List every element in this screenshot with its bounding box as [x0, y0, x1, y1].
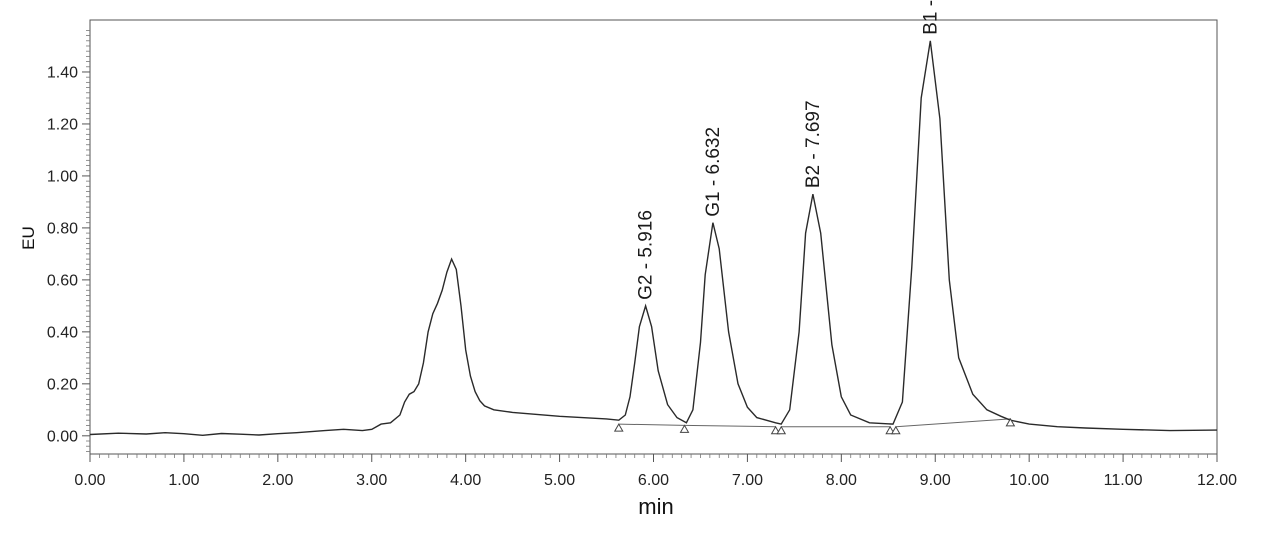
y-tick-label: 0.40: [47, 324, 78, 341]
x-axis: 0.00 1.00 2.00 3.00 4.00 5.00 6.00 7.00 8.00 9.00…: [74, 454, 1237, 489]
integration-marker: [776, 425, 787, 435]
x-tick-label: 8.00: [826, 472, 857, 489]
integration-markers: [613, 417, 1016, 435]
y-axis: 0.00 0.20 0.40 0.60 0.80 1.00 1.20 1.40: [47, 29, 90, 452]
x-tick-label: 5.00: [544, 472, 575, 489]
x-tick-label: 9.00: [920, 472, 951, 489]
peak-label: B1 - 8.947: [920, 0, 941, 35]
y-axis-title: EU: [19, 226, 38, 250]
x-tick-label: 10.00: [1009, 472, 1049, 489]
integration-marker: [1005, 417, 1016, 427]
x-tick-label: 12.00: [1197, 472, 1237, 489]
baseline-segment: [895, 418, 1011, 428]
y-tick-label: 1.20: [47, 116, 78, 133]
signal-trace: [89, 40, 1218, 437]
integration-marker: [770, 425, 781, 435]
x-tick-label: 11.00: [1104, 472, 1143, 489]
x-tick-label: 2.00: [262, 472, 293, 489]
x-tick-label: 7.00: [732, 472, 763, 489]
y-tick-label: 1.00: [47, 168, 78, 185]
integration-marker: [679, 424, 690, 433]
baseline-segment: [684, 424, 776, 428]
integration-marker: [613, 423, 624, 432]
x-tick-label: 6.00: [638, 472, 669, 489]
y-tick-label: 1.40: [47, 64, 78, 81]
x-tick-label: 0.00: [74, 472, 105, 489]
y-tick-label: 0.80: [47, 220, 78, 237]
x-tick-label: 4.00: [450, 472, 481, 489]
x-axis-title: min: [638, 494, 673, 519]
peak-baselines: [618, 418, 1011, 428]
peak-label: G2 - 5.916: [636, 210, 657, 300]
y-tick-label: 0.60: [47, 272, 78, 289]
peak-label: G1 - 6.632: [703, 127, 724, 217]
y-tick-label: 0.20: [47, 376, 78, 393]
baseline-segment: [618, 423, 685, 426]
x-tick-label: 1.00: [168, 472, 199, 489]
x-tick-label: 3.00: [356, 472, 387, 489]
integration-marker: [885, 425, 896, 435]
peak-annotations: G2 - 5.916 G1 - 6.632 B2 - 7.697 B1 - 8.947: [636, 0, 942, 300]
integration-marker: [890, 425, 901, 435]
y-tick-label: 0.00: [47, 428, 78, 445]
peak-label: B2 - 7.697: [803, 100, 824, 188]
